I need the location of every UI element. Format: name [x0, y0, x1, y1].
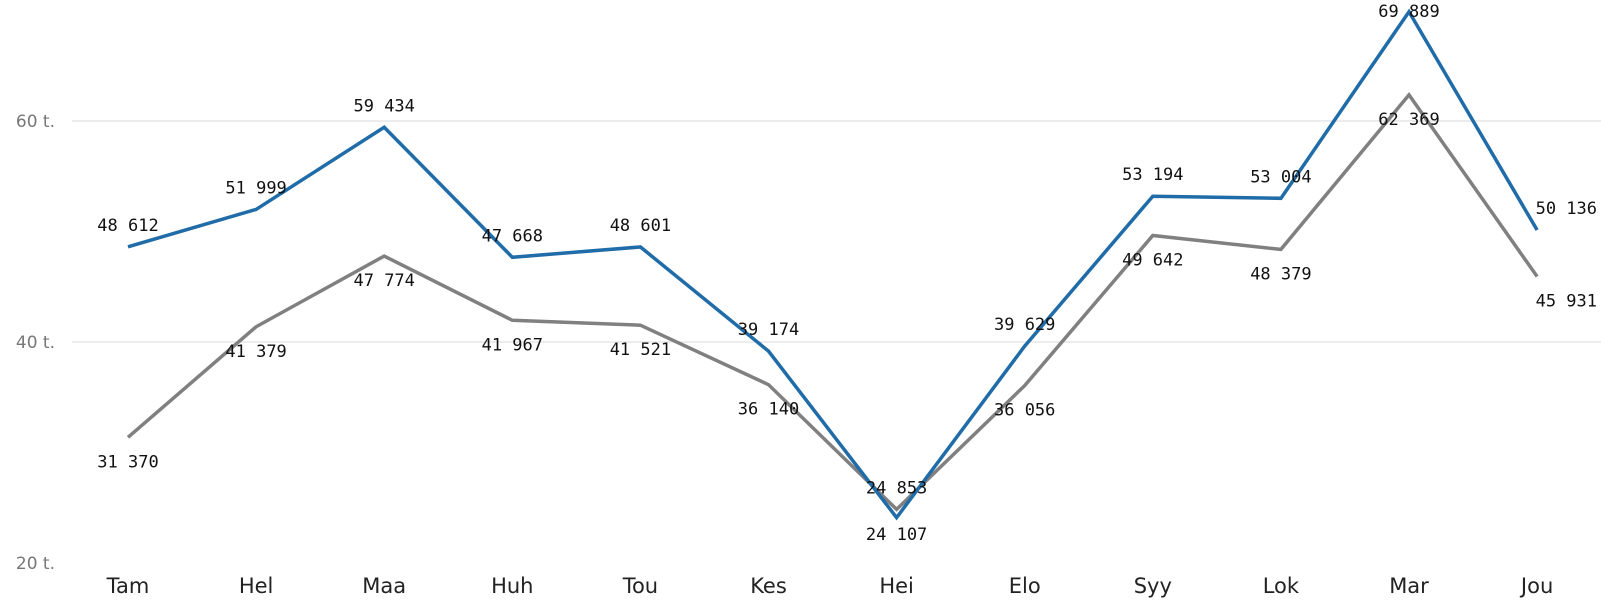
- x-tick-label: Syy: [1134, 574, 1172, 598]
- data-label: 41 379: [225, 342, 286, 362]
- data-label: 48 601: [610, 216, 671, 236]
- data-label: 41 967: [482, 335, 543, 355]
- data-label: 53 004: [1250, 167, 1311, 187]
- x-tick-label: Maa: [362, 574, 406, 598]
- x-tick-label: Elo: [1009, 574, 1041, 598]
- data-label: 39 629: [994, 315, 1055, 335]
- data-label: 47 668: [482, 226, 543, 246]
- y-tick-label: 20 t.: [16, 554, 55, 574]
- x-tick-label: Hel: [239, 574, 274, 598]
- x-tick-label: Kes: [750, 574, 787, 598]
- series-line-blue: [127, 8, 1539, 521]
- x-tick-label: Tam: [106, 574, 150, 598]
- data-label: 31 370: [97, 452, 158, 472]
- series-lines: [126, 8, 1539, 521]
- data-label: 62 369: [1378, 110, 1439, 130]
- data-label: 69 889: [1378, 2, 1439, 22]
- y-tick-label: 40 t.: [16, 333, 55, 353]
- data-label: 49 642: [1122, 250, 1183, 270]
- x-tick-label: Tou: [622, 574, 658, 598]
- data-label: 24 107: [866, 525, 927, 545]
- series-line-gray: [126, 91, 1539, 512]
- data-label: 47 774: [353, 271, 414, 291]
- x-axis: Tam Hel Maa Huh Tou Kes Hei Elo Syy Lok Mar Jou: [106, 574, 1554, 598]
- x-tick-label: Mar: [1389, 574, 1429, 598]
- x-tick-label: Hei: [879, 574, 914, 598]
- data-label: 36 140: [738, 400, 799, 420]
- data-label: 48 612: [97, 216, 158, 236]
- data-labels: 48 612 51 999 59 434 47 668 48 601 39 174 24 1…: [97, 2, 1597, 545]
- data-label: 51 999: [225, 178, 286, 198]
- data-label: 53 194: [1122, 165, 1183, 185]
- data-label: 45 931: [1536, 291, 1597, 311]
- gridlines: [72, 120, 1601, 343]
- data-label: 50 136: [1536, 199, 1597, 219]
- data-label: 48 379: [1250, 264, 1311, 284]
- x-tick-label: Huh: [491, 574, 533, 598]
- data-label: 39 174: [738, 320, 799, 340]
- x-tick-label: Lok: [1263, 574, 1300, 598]
- data-label: 59 434: [353, 96, 414, 116]
- x-tick-label: Jou: [1519, 574, 1553, 598]
- data-label: 41 521: [610, 340, 671, 360]
- y-axis: 20 t. 40 t. 60 t.: [16, 112, 55, 574]
- data-label: 24 853: [866, 478, 927, 498]
- data-label: 36 056: [994, 401, 1055, 421]
- y-tick-label: 60 t.: [16, 112, 55, 132]
